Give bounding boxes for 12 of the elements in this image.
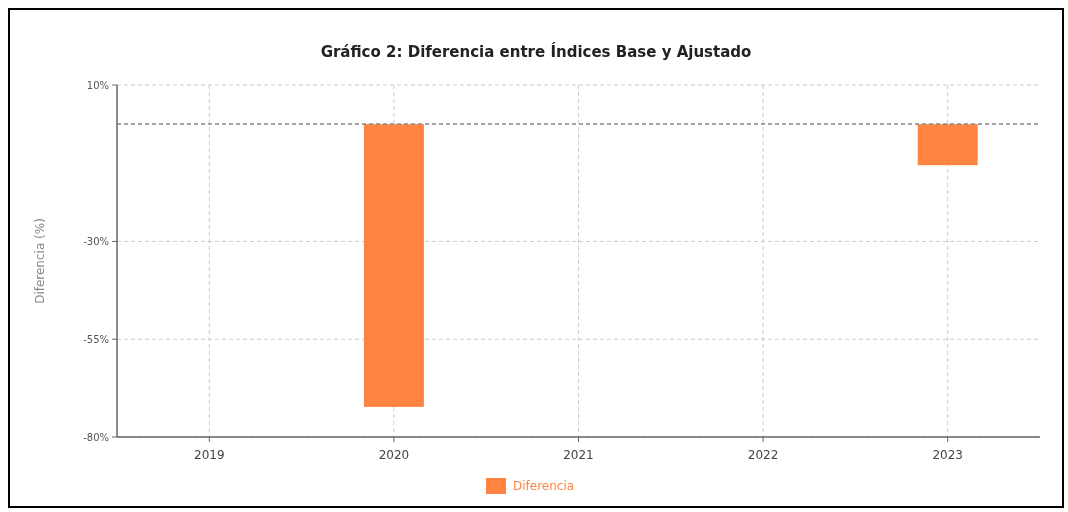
chart-title: Gráfico 2: Diferencia entre Índices Base y Ajustado (320, 42, 752, 61)
y-tick-label: 10% (86, 79, 109, 91)
y-tick-label: -30% (83, 235, 109, 247)
x-tick-label: 2020 (378, 448, 410, 462)
y-axis-title: Diferencia (%) (33, 218, 47, 304)
y-tick-label: -55% (83, 333, 109, 345)
x-tick-label: 2023 (932, 448, 963, 462)
x-tick-label: 2022 (747, 448, 779, 462)
y-tick-label: -80% (83, 431, 109, 443)
x-tick-label: 2021 (563, 448, 594, 462)
x-tick-label: 2019 (194, 448, 225, 462)
legend-label: Diferencia (513, 479, 575, 494)
